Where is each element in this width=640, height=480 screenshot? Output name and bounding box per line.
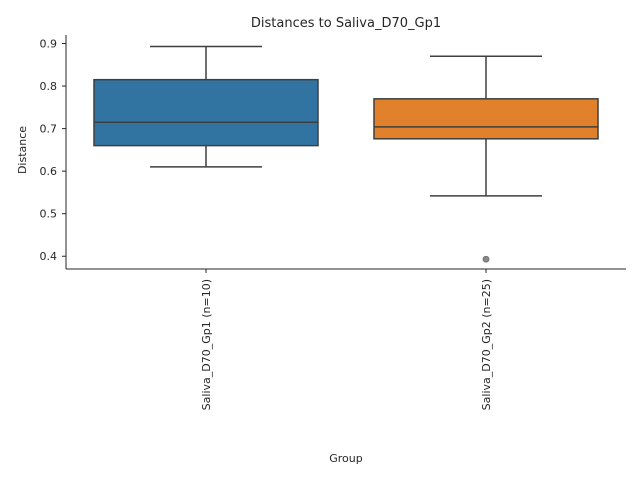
- y-tick-label: 0.7: [40, 123, 58, 136]
- box-iqr: [373, 98, 599, 140]
- y-tick-label: 0.5: [40, 208, 58, 221]
- x-tick-label: Saliva_D70_Gp2 (n=25): [480, 279, 493, 410]
- y-tick-label: 0.9: [40, 38, 58, 51]
- x-tick-label: Saliva_D70_Gp1 (n=10): [200, 279, 213, 410]
- y-tick-label: 0.6: [40, 165, 58, 178]
- outlier-point: [482, 255, 490, 263]
- chart-title: Distances to Saliva_D70_Gp1: [251, 16, 441, 31]
- y-axis-label: Distance: [16, 126, 29, 174]
- x-axis-label: Group: [329, 452, 363, 465]
- plot-area: 0.4 0.5 0.6 0.7 0.8 0.9 Saliva_D70_Gp1 (n=10) S…: [40, 35, 626, 410]
- y-tick-label: 0.4: [40, 250, 58, 263]
- y-tick-label: 0.8: [40, 80, 58, 93]
- box-iqr: [93, 78, 319, 147]
